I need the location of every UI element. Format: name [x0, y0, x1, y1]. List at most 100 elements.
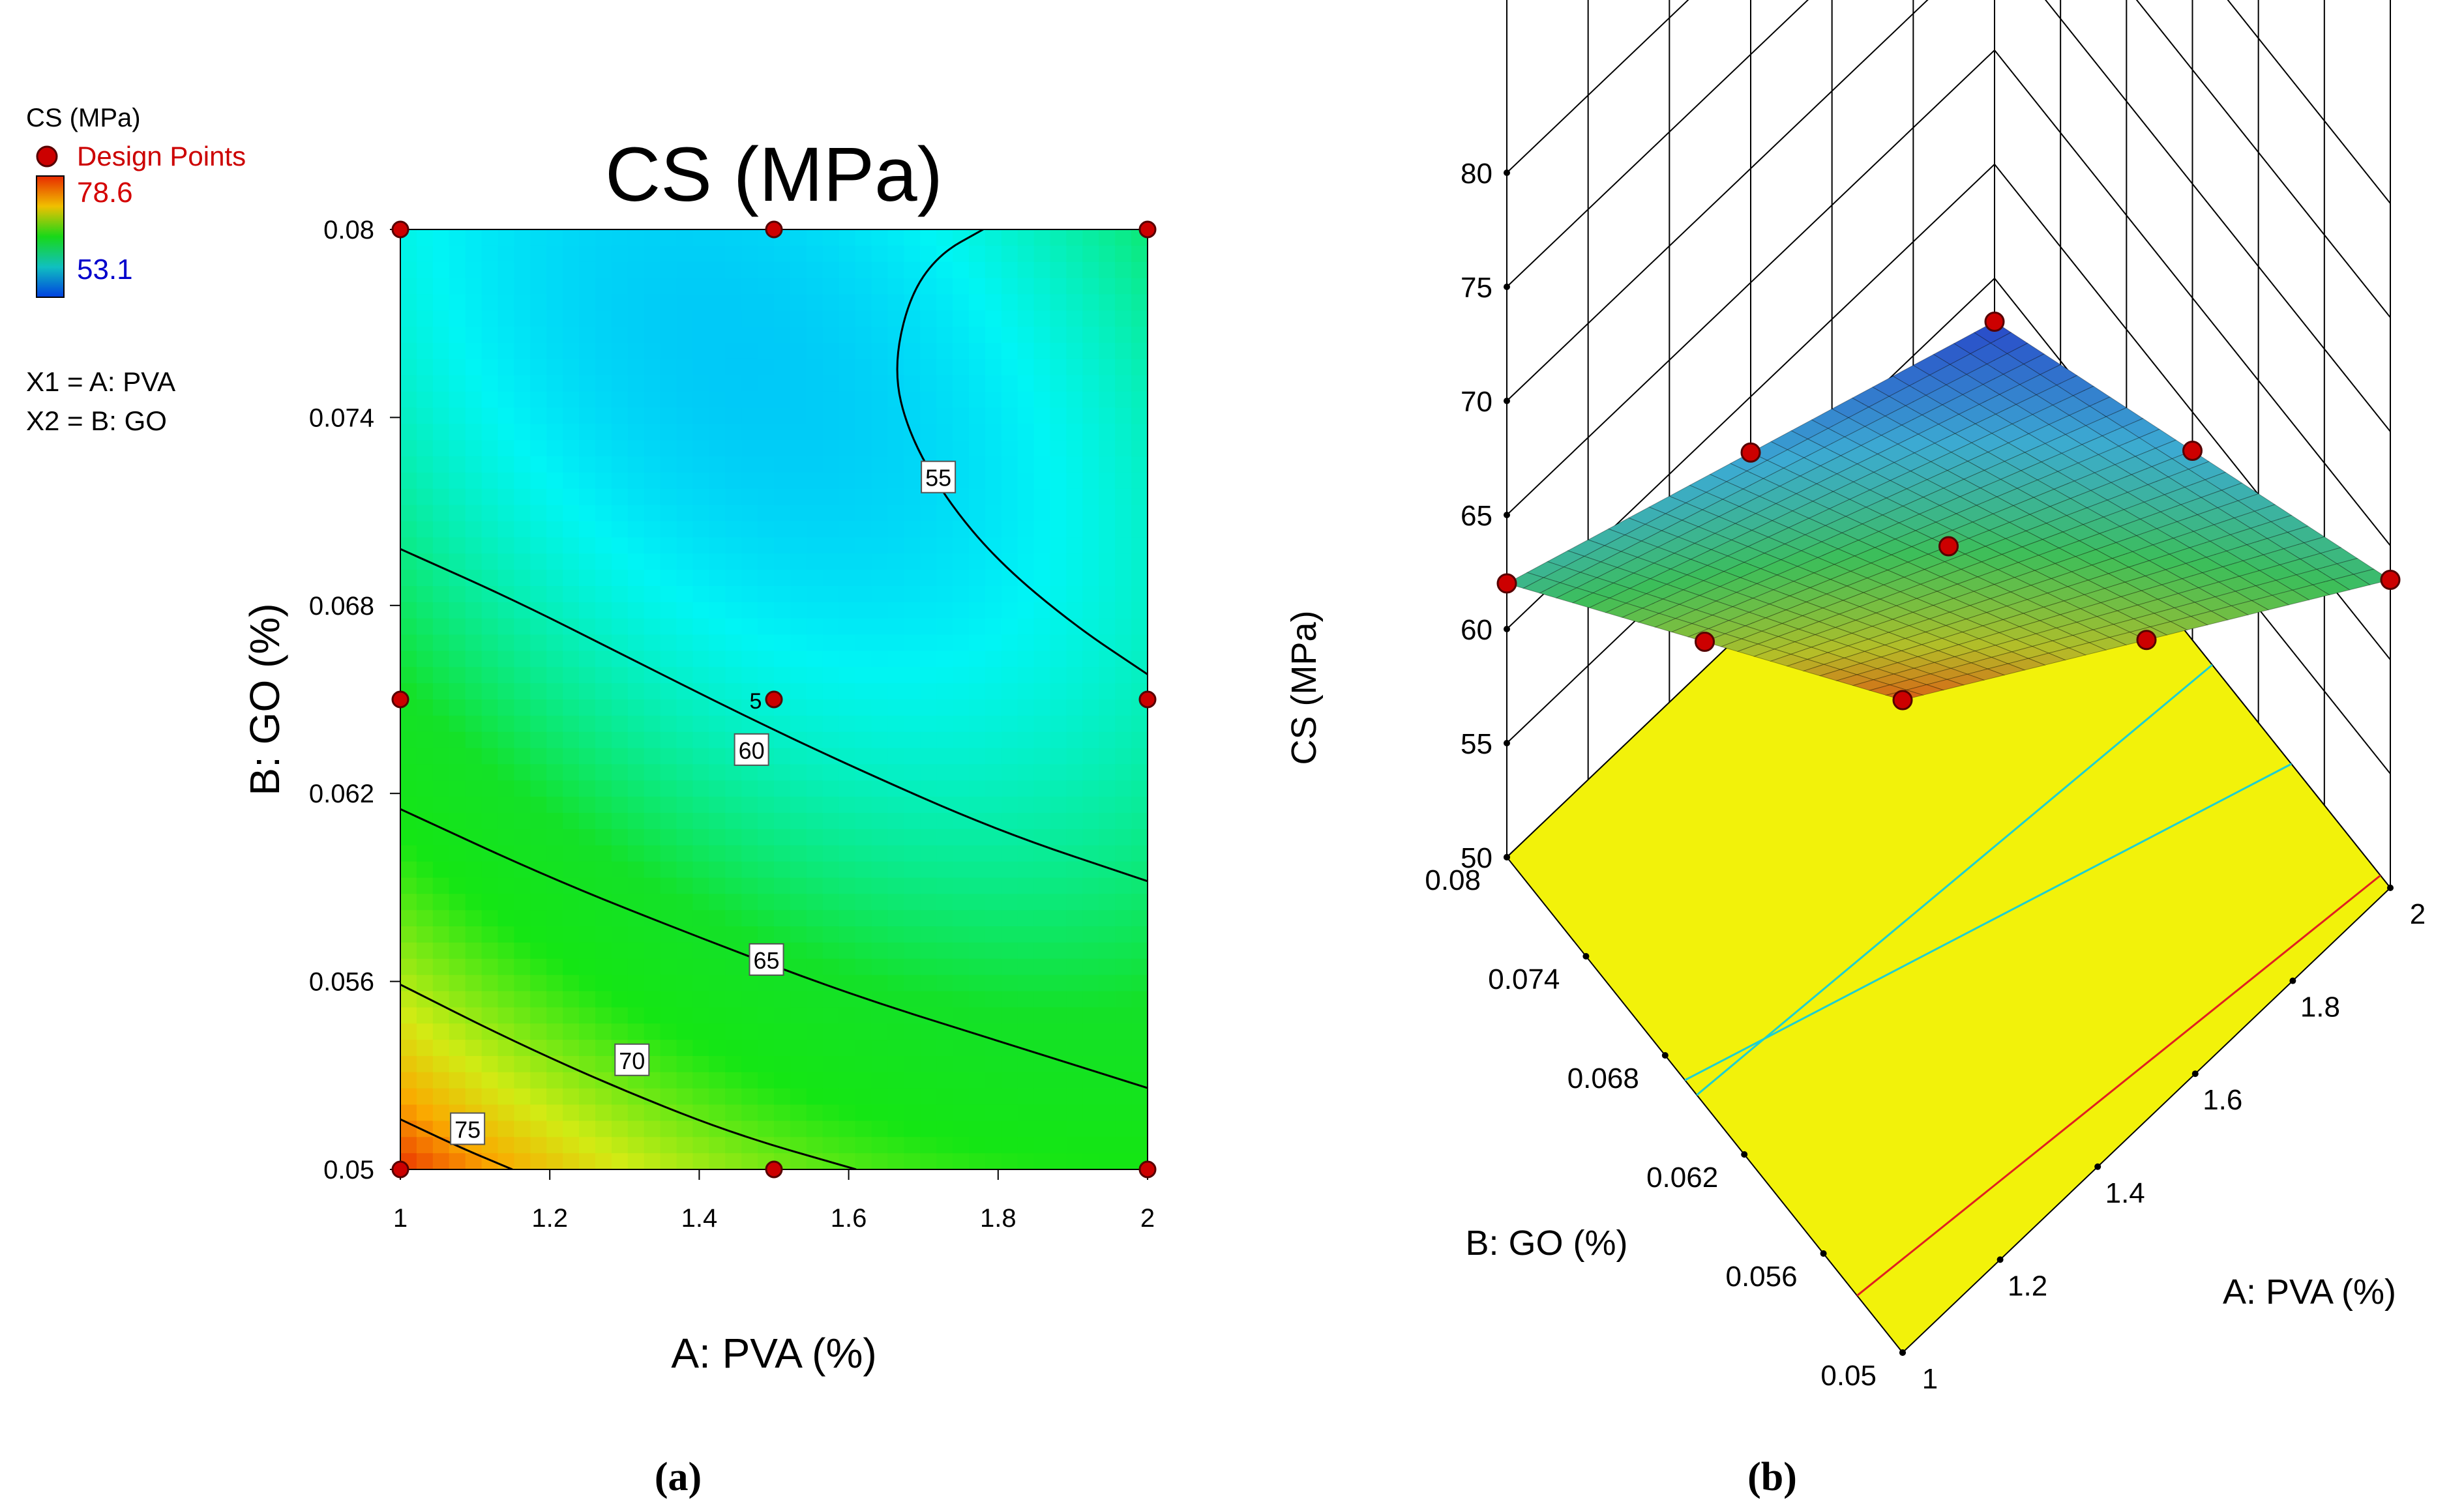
contour-color-cell	[1115, 894, 1132, 911]
contour-color-cell	[692, 278, 710, 295]
contour-color-cell	[822, 505, 840, 522]
contour-color-cell	[920, 570, 937, 587]
contour-color-cell	[855, 699, 872, 716]
contour-color-cell	[1115, 407, 1132, 425]
contour-color-cell	[497, 505, 515, 522]
contour-color-cell	[579, 229, 596, 246]
contour-color-cell	[904, 521, 921, 538]
contour-color-cell	[676, 1023, 694, 1040]
y-tick-label: 0.05	[1820, 1360, 1877, 1392]
contour-color-cell	[676, 440, 694, 457]
contour-color-cell	[969, 1072, 986, 1089]
contour-color-cell	[871, 1056, 889, 1073]
contour-color-cell	[887, 229, 905, 246]
contour-color-cell	[563, 748, 580, 765]
contour-color-cell	[627, 440, 645, 457]
contour-color-cell	[644, 327, 661, 344]
contour-color-cell	[790, 1153, 807, 1169]
surface-cell	[1929, 364, 1968, 385]
contour-color-cell	[563, 537, 580, 555]
surface-y-axis-label: B: GO (%)	[1465, 1224, 1627, 1263]
contour-color-cell	[758, 861, 775, 879]
contour-color-cell	[887, 521, 905, 538]
contour-color-cell	[1131, 797, 1148, 814]
contour-color-cell	[1066, 229, 1084, 246]
contour-color-cell	[660, 1137, 677, 1154]
contour-color-cell	[497, 975, 515, 992]
contour-color-cell	[449, 942, 466, 960]
contour-color-cell	[627, 488, 645, 506]
contour-color-cell	[400, 472, 417, 490]
contour-color-cell	[871, 488, 889, 506]
contour-color-cell	[449, 505, 466, 522]
contour-color-cell	[1066, 731, 1084, 749]
contour-color-cell	[774, 278, 791, 295]
contour-color-cell	[497, 521, 515, 538]
contour-color-cell	[855, 1137, 872, 1154]
contour-color-cell	[449, 958, 466, 976]
contour-color-cell	[611, 926, 629, 943]
contour-color-cell	[920, 797, 937, 814]
contour-color-cell	[871, 1137, 889, 1154]
contour-color-cell	[416, 748, 434, 765]
contour-color-cell	[871, 699, 889, 716]
contour-color-cell	[871, 261, 889, 279]
contour-color-cell	[627, 1104, 645, 1122]
contour-color-cell	[1082, 261, 1099, 279]
surface-cell	[1730, 529, 1770, 548]
contour-color-cell	[806, 861, 824, 879]
contour-color-cell	[1082, 780, 1099, 797]
contour-color-cell	[514, 472, 531, 490]
contour-color-cell	[790, 553, 807, 570]
contour-color-cell	[1017, 1023, 1035, 1040]
contour-color-cell	[855, 731, 872, 749]
contour-color-cell	[758, 651, 775, 668]
contour-color-cell	[920, 310, 937, 327]
contour-color-cell	[611, 245, 629, 263]
contour-color-cell	[432, 1088, 450, 1106]
contour-color-cell	[400, 942, 417, 960]
contour-color-cell	[920, 958, 937, 976]
contour-color-cell	[416, 602, 434, 619]
contour-color-cell	[936, 343, 953, 360]
contour-color-cell	[611, 553, 629, 570]
contour-color-cell	[920, 651, 937, 668]
contour-color-cell	[1066, 910, 1084, 927]
contour-color-cell	[887, 942, 905, 960]
contour-color-cell	[822, 229, 840, 246]
contour-color-cell	[546, 586, 563, 603]
wall-grid-line	[1506, 49, 2391, 546]
x-tick-label: 2	[1140, 1204, 1155, 1233]
y-tick-label: 0.074	[309, 403, 374, 432]
contour-color-cell	[546, 537, 563, 555]
contour-color-cell	[692, 1023, 710, 1040]
contour-color-cell	[1099, 359, 1116, 376]
contour-color-cell	[676, 327, 694, 344]
contour-color-cell	[563, 731, 580, 749]
contour-color-cell	[936, 1137, 953, 1154]
contour-color-cell	[887, 861, 905, 879]
contour-color-cell	[920, 407, 937, 425]
contour-color-cell	[676, 521, 694, 538]
contour-color-cell	[790, 731, 807, 749]
surface-cell	[2036, 385, 2074, 405]
contour-color-cell	[1131, 278, 1148, 295]
contour-color-cell	[579, 391, 596, 409]
contour-color-cell	[855, 634, 872, 652]
contour-color-cell	[546, 229, 563, 246]
contour-plot: CS (MPa) 1 1.2 1.4 1.6 1.8 2 0.050.0560.0620.…	[241, 132, 1157, 1499]
contour-color-cell	[563, 278, 580, 295]
contour-color-cell	[627, 764, 645, 782]
contour-color-cell	[1131, 1007, 1148, 1025]
contour-color-cell	[644, 278, 661, 295]
contour-color-cell	[465, 1040, 482, 1057]
contour-color-cell	[953, 829, 970, 846]
contour-color-cell	[725, 797, 742, 814]
contour-color-cell	[887, 731, 905, 749]
contour-color-cell	[530, 424, 547, 441]
contour-color-cell	[985, 327, 1002, 344]
contour-color-cell	[904, 877, 921, 895]
contour-color-cell	[790, 910, 807, 927]
contour-color-cell	[969, 505, 986, 522]
contour-color-cell	[563, 1121, 580, 1138]
